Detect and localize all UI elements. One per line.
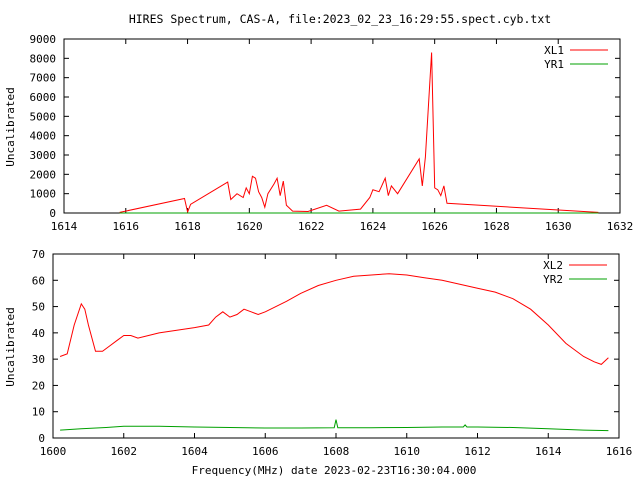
chart1-ytick-label: 9000 [30,33,57,46]
chart1-plot-frame [63,38,621,214]
chart2-ytick-label: 70 [32,248,45,261]
spectrum-chart-bottom: 1600 1602 1604 1606 1608 1610 1612 1614 1616 0 10 2… [32,248,633,458]
chart1-xtick-label: 1626 [421,220,448,233]
chart2-ytick-label: 40 [32,327,45,340]
chart1-ytick-label: 4000 [30,130,57,143]
chart1-legend-label-xl1: XL1 [544,44,564,57]
chart2-xtick-label: 1604 [181,445,208,458]
chart2-ytick-label: 30 [32,353,45,366]
chart1-xtick-label: 1620 [236,220,263,233]
chart1-xtick-label: 1618 [174,220,201,233]
chart1-xtick-label: 1624 [360,220,387,233]
chart1-ytick-label: 5000 [30,110,57,123]
chart1-series-xl1 [119,52,599,214]
chart1-xtick-label: 1622 [298,220,325,233]
chart1-ytick-label: 1000 [30,188,57,201]
chart2-xtick-label: 1606 [252,445,279,458]
chart2-ylabel: Uncalibrated [4,307,17,386]
chart2-ytick-label: 0 [38,432,45,445]
figure-title: HIRES Spectrum, CAS-A, file:2023_02_23_1… [129,12,551,26]
chart1-xtick-label: 1630 [545,220,572,233]
x-axis-label: Frequency(MHz) date 2023-02-23T16:30:04.… [192,464,477,477]
chart2-xtick-label: 1612 [464,445,491,458]
chart2-legend-label-xl2: XL2 [543,259,563,272]
chart1-xtick-label: 1632 [607,220,634,233]
chart2-xtick-label: 1608 [323,445,350,458]
chart1-xtick-label: 1628 [483,220,510,233]
chart2-series-yr2 [60,419,609,432]
chart1-ytick-label: 3000 [30,149,57,162]
chart2-xtick-label: 1600 [40,445,67,458]
chart1-ylabel: Uncalibrated [4,87,17,166]
chart2-ytick-label: 20 [32,379,45,392]
chart1-xtick-label: 1616 [113,220,140,233]
chart2-legend-label-yr2: YR2 [543,273,563,286]
chart1-xtick-label: 1614 [51,220,78,233]
chart1-ytick-label: 6000 [30,91,57,104]
chart1-legend-label-yr1: YR1 [544,58,564,71]
chart2-xtick-label: 1616 [606,445,633,458]
chart1-ytick-label: 8000 [30,52,57,65]
chart1-ytick-label: 0 [49,207,56,220]
chart2-ytick-label: 50 [32,301,45,314]
chart1-ytick-label: 2000 [30,168,57,181]
chart2-xtick-label: 1614 [535,445,562,458]
chart1-ytick-label: 7000 [30,72,57,85]
chart2-xtick-label: 1610 [394,445,421,458]
spectrum-chart-top: 1614 1616 1618 1620 1622 1624 1626 1628 1630 1632… [30,33,634,233]
chart2-series-xl2 [59,273,609,365]
chart2-ytick-label: 10 [32,406,45,419]
chart2-ytick-label: 60 [32,274,45,287]
chart2-xtick-label: 1602 [111,445,138,458]
chart2-plot-frame [52,253,620,439]
